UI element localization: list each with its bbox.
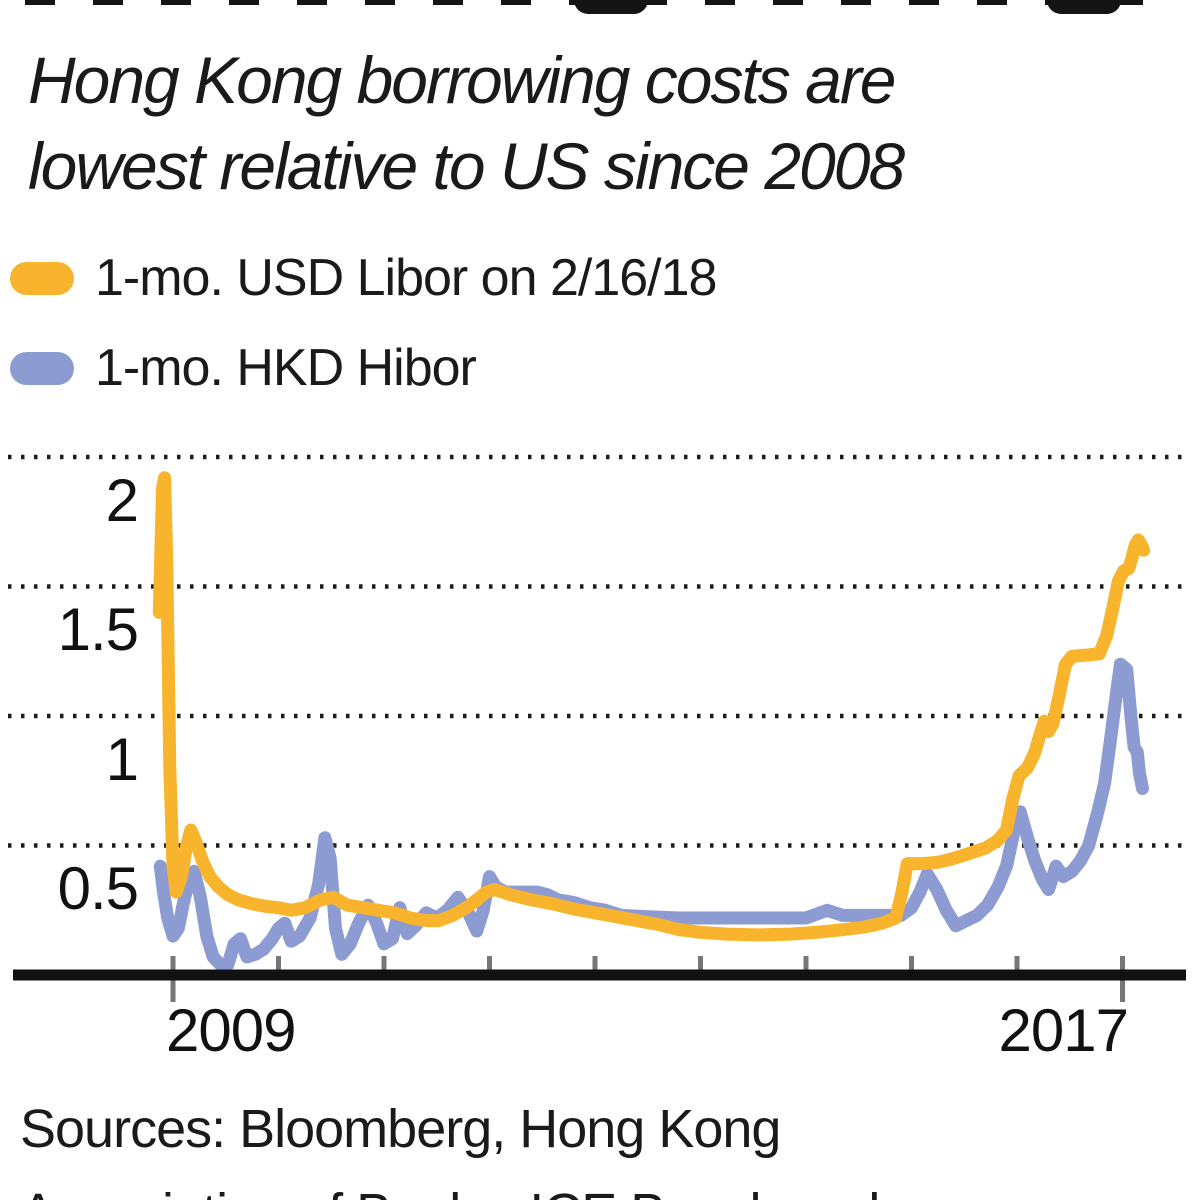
libor-swatch <box>10 262 74 295</box>
x-axis-label-2017: 2017 <box>998 997 1129 1064</box>
y-axis-label-0_5: 0.5 <box>57 855 139 922</box>
hibor-legend-label: 1-mo. HKD Hibor <box>95 339 477 397</box>
hibor-swatch <box>10 352 74 385</box>
sources-line2: Association of Banks, ICE Benchmark <box>20 1180 895 1200</box>
headline-descender-blob <box>574 0 648 14</box>
chart-subtitle-line2: lowest relative to US since 2008 <box>28 129 905 203</box>
libor-line <box>152 471 1151 942</box>
libor-legend-label: 1-mo. USD Libor on 2/16/18 <box>95 249 717 307</box>
y-axis-label-1: 1 <box>105 726 139 793</box>
hibor-line <box>153 657 1149 972</box>
x-axis-label-2009: 2009 <box>166 997 296 1064</box>
chart-subtitle-line1: Hong Kong borrowing costs are <box>28 43 897 117</box>
y-axis-label-1_5: 1.5 <box>57 596 139 663</box>
headline-descender-blob <box>1047 0 1121 14</box>
sources-line1: Sources: Bloomberg, Hong Kong <box>20 1099 781 1159</box>
y-axis-label-2: 2 <box>105 467 139 534</box>
